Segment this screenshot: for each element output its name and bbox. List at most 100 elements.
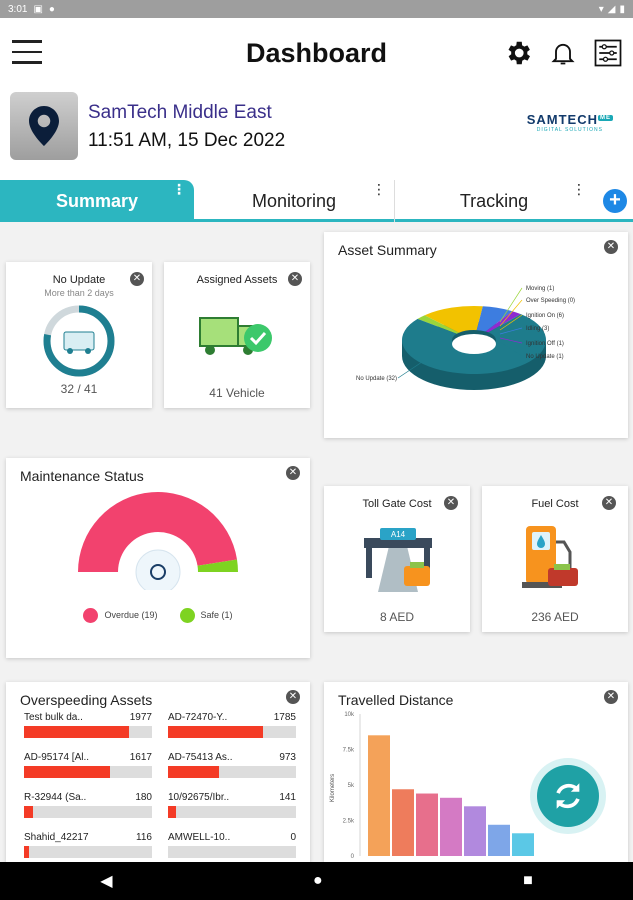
overspeed-count: 1785 xyxy=(273,712,296,723)
refresh-icon xyxy=(556,783,580,809)
tab-summary[interactable]: Summary ⋮ xyxy=(0,180,194,222)
overspeeding-item[interactable]: R-32944 (Sa.. 180 xyxy=(24,792,152,818)
wifi-icon: ▾ xyxy=(598,3,604,15)
maintenance-status-card[interactable]: Maintenance Status ✕ Overdue (19) Safe (… xyxy=(6,458,310,658)
pie-slice xyxy=(424,306,483,333)
bell-icon[interactable] xyxy=(549,38,577,68)
overspeeding-assets-card[interactable]: Overspeeding Assets ✕ Test bulk da.. 1977… xyxy=(6,682,310,862)
asset-summary-card[interactable]: Asset Summary ✕ Moving (1) Over Speeding … xyxy=(324,232,628,438)
overspeed-bar-fill xyxy=(24,806,33,818)
y-tick-label: 0 xyxy=(351,854,355,858)
pie-slice xyxy=(402,314,546,374)
asset-name: R-32944 (Sa.. xyxy=(24,792,87,803)
company-name: SamTech Middle East xyxy=(88,102,272,123)
brand-subtitle: DIGITAL SOLUTIONS xyxy=(536,127,603,133)
tab-more-icon[interactable]: ⋮ xyxy=(572,181,586,197)
pie-leader-line xyxy=(499,327,523,335)
close-icon[interactable]: ✕ xyxy=(604,240,618,254)
overspeed-count: 0 xyxy=(290,832,296,843)
pie-leader-line xyxy=(499,287,523,323)
tab-bar: Summary ⋮ Monitoring ⋮ Tracking ⋮ + xyxy=(0,180,633,222)
overspeeding-item[interactable]: AMWELL-10.. 0 xyxy=(168,832,296,858)
signal-icon: ◢ xyxy=(607,3,616,15)
card-title: Toll Gate Cost xyxy=(362,498,432,510)
overspeeding-item[interactable]: Test bulk da.. 1977 xyxy=(24,712,152,738)
toll-gate-cost-card[interactable]: Toll Gate Cost ✕ A14 8 AED xyxy=(324,486,470,632)
overspeed-bar-fill xyxy=(24,766,110,778)
pie-leader-line xyxy=(499,299,523,327)
no-update-card[interactable]: No Update More than 2 days ✕ 32 / 41 xyxy=(6,262,152,408)
pie-leader-line xyxy=(499,337,523,344)
card-title: Fuel Cost xyxy=(531,498,579,510)
overspeeding-item[interactable]: Shahid_42217 116 xyxy=(24,832,152,858)
add-tab-button[interactable]: + xyxy=(603,189,627,213)
tab-more-icon[interactable]: ⋮ xyxy=(372,181,386,197)
y-tick-label: 7.5k xyxy=(343,748,355,754)
distance-bar xyxy=(368,735,390,856)
settings-icon[interactable] xyxy=(503,38,533,68)
overspeed-bar-fill xyxy=(24,846,30,858)
card-title: Overspeeding Assets xyxy=(20,692,153,708)
card-subtitle: More than 2 days xyxy=(44,288,114,298)
y-axis-label: Kilometers xyxy=(330,774,336,802)
asset-name: AD-95174 [Al.. xyxy=(24,752,90,763)
refresh-button[interactable] xyxy=(530,758,606,834)
pie-label: Ignition On (6) xyxy=(526,313,564,319)
close-icon[interactable]: ✕ xyxy=(286,466,300,480)
home-icon[interactable]: ● xyxy=(312,872,323,889)
asset-summary-chart: Moving (1) Over Speeding (0) Ignition On (… xyxy=(356,286,575,390)
filter-settings-icon[interactable] xyxy=(593,38,623,68)
donut-progress-arc xyxy=(43,305,115,377)
status-bar: 3:01 ▣ ● ▾ ◢ ▮ xyxy=(0,0,633,18)
back-icon[interactable]: ◀ xyxy=(100,873,113,890)
distance-bar xyxy=(512,833,534,856)
pie-label: No Update (32) xyxy=(356,376,397,382)
overspeeding-item[interactable]: AD-75413 As.. 973 xyxy=(168,752,296,778)
asset-name: 10/92675/Ibr.. xyxy=(168,792,230,803)
tab-monitoring[interactable]: Monitoring ⋮ xyxy=(194,180,394,222)
close-icon[interactable]: ✕ xyxy=(286,690,300,704)
fuel-cost-value: 236 AED xyxy=(531,610,579,624)
asset-name: AD-72470-Y.. xyxy=(168,712,228,723)
overspeed-bar xyxy=(24,766,152,778)
overspeed-count: 973 xyxy=(279,752,296,763)
recents-icon[interactable]: ■ xyxy=(523,872,533,889)
card-title: Travelled Distance xyxy=(338,692,454,708)
asset-name: AD-75413 As.. xyxy=(168,752,233,763)
close-icon[interactable]: ✕ xyxy=(602,496,616,510)
pie-label: No Update (1) xyxy=(526,354,564,360)
overspeed-bar xyxy=(24,846,152,858)
close-icon[interactable]: ✕ xyxy=(444,496,458,510)
asset-name: AMWELL-10.. xyxy=(168,832,231,843)
company-logo[interactable] xyxy=(10,92,78,160)
map-pin-icon xyxy=(29,106,59,146)
gauge-hub xyxy=(135,549,181,590)
close-icon[interactable]: ✕ xyxy=(288,272,302,286)
samtech-logo: SAMTECH ME DIGITAL SOLUTIONS xyxy=(527,112,613,133)
pie-leader-line xyxy=(499,341,523,357)
distance-bar xyxy=(416,793,438,856)
overspeed-bar xyxy=(168,766,296,778)
assigned-assets-card[interactable]: Assigned Assets ✕ 41 Vehicle xyxy=(164,262,310,408)
tab-more-icon[interactable]: ⋮ xyxy=(172,181,186,197)
legend-safe: Safe (1) xyxy=(179,608,233,623)
notification-icon: ▣ xyxy=(33,3,43,15)
overspeeding-item[interactable]: AD-95174 [Al.. 1617 xyxy=(24,752,152,778)
current-datetime: 11:51 AM, 15 Dec 2022 xyxy=(88,130,286,151)
y-tick-label: 10k xyxy=(344,712,355,718)
company-header: SamTech Middle East 11:51 AM, 15 Dec 202… xyxy=(0,90,633,180)
distance-bar xyxy=(464,806,486,856)
close-icon[interactable]: ✕ xyxy=(130,272,144,286)
close-icon[interactable]: ✕ xyxy=(604,690,618,704)
distance-bar xyxy=(392,789,414,856)
overspeeding-item[interactable]: AD-72470-Y.. 1785 xyxy=(168,712,296,738)
tab-tracking[interactable]: Tracking ⋮ xyxy=(394,180,594,222)
overspeed-count: 1617 xyxy=(129,752,152,763)
gear-icon xyxy=(150,564,166,580)
assigned-assets-value: 41 Vehicle xyxy=(209,386,265,400)
fuel-cost-card[interactable]: Fuel Cost ✕ 236 AED xyxy=(482,486,628,632)
overspeeding-item[interactable]: 10/92675/Ibr.. 141 xyxy=(168,792,296,818)
pie-hole xyxy=(452,334,496,354)
menu-icon[interactable] xyxy=(12,40,42,66)
battery-icon: ▮ xyxy=(619,3,625,15)
